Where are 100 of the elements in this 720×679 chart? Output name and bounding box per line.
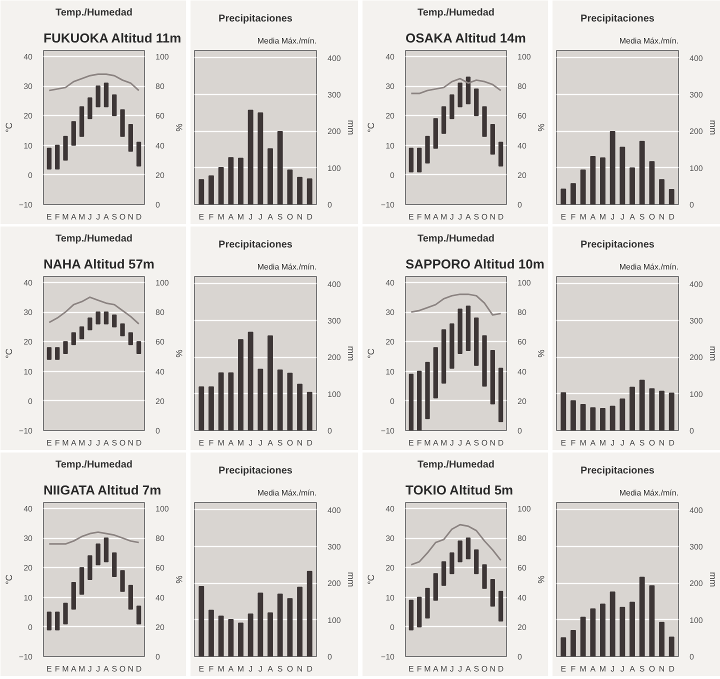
chart-title: Precipitaciones xyxy=(218,466,293,476)
bar xyxy=(560,392,566,430)
x-tick-label: M xyxy=(599,438,606,448)
bar xyxy=(441,561,446,586)
chart-title: FUKUOKA Altitud 11m xyxy=(44,30,182,46)
bar xyxy=(55,144,60,170)
x-tick-label: S xyxy=(474,664,480,674)
bar xyxy=(600,408,606,430)
bar xyxy=(425,588,430,618)
bar xyxy=(112,94,117,116)
bar xyxy=(128,124,133,152)
line-series xyxy=(48,296,140,325)
x-tick-label: O xyxy=(119,438,126,448)
x-tick-label: J xyxy=(610,438,615,448)
x-tick-label: M xyxy=(62,212,70,222)
x-tick-label: A xyxy=(104,438,110,448)
y-tick-label: 100 xyxy=(328,390,342,399)
chart-subtitle: Temp./Humedad xyxy=(55,460,133,470)
y-tick-label: 100 xyxy=(690,390,704,399)
x-tick-label: S xyxy=(474,212,480,222)
bar xyxy=(46,347,52,360)
bar xyxy=(277,131,283,204)
bar xyxy=(238,158,244,204)
y-tick-label: 30 xyxy=(386,82,396,92)
bar xyxy=(560,188,566,204)
y-tick-label: 0 xyxy=(328,200,332,210)
bar xyxy=(104,538,109,562)
x-tick-label: F xyxy=(416,664,422,674)
bar xyxy=(560,637,566,656)
x-tick-label: M xyxy=(580,438,587,448)
x-tick-label: E xyxy=(560,212,566,222)
x-tick-label: J xyxy=(620,438,624,448)
bar xyxy=(417,148,422,172)
bar xyxy=(128,584,133,610)
x-tick-label: D xyxy=(668,664,675,674)
x-tick-label: O xyxy=(648,212,656,222)
y-tick-label: 40 xyxy=(386,52,396,62)
x-tick-label: D xyxy=(498,212,504,222)
x-tick-label: M xyxy=(78,438,86,448)
x-tick-label: M xyxy=(424,664,432,674)
bar xyxy=(433,347,438,398)
bar xyxy=(649,388,655,430)
x-tick-label: A xyxy=(70,212,77,222)
bar xyxy=(620,146,626,204)
bar xyxy=(297,384,302,430)
bar xyxy=(450,552,454,574)
y2-tick-label: 20 xyxy=(518,170,527,180)
y-tick-label: 400 xyxy=(690,506,704,515)
x-tick-label: M xyxy=(599,664,606,674)
bar xyxy=(297,586,302,656)
x-tick-label: S xyxy=(639,212,645,222)
x-tick-label: E xyxy=(408,212,414,222)
bar xyxy=(218,372,224,430)
y-tick-label: 40 xyxy=(24,504,34,514)
y2-tick-label: 100 xyxy=(156,278,170,288)
x-tick-label: O xyxy=(286,212,294,222)
x-tick-label: S xyxy=(277,212,283,222)
bar xyxy=(490,350,495,404)
line-series xyxy=(48,73,140,92)
line-series xyxy=(48,531,140,545)
bar xyxy=(610,406,616,430)
bar xyxy=(441,106,446,134)
bar xyxy=(417,596,422,628)
x-tick-label: E xyxy=(198,664,204,674)
x-tick-label: O xyxy=(286,664,294,674)
y2-tick-label: 60 xyxy=(518,338,527,347)
y-tick-label: 10 xyxy=(24,593,34,602)
chart-subtitle: Temp./Humedad xyxy=(417,234,495,244)
bar xyxy=(474,88,479,116)
bar xyxy=(120,570,125,592)
bar xyxy=(408,148,414,172)
x-tick-label: M xyxy=(237,438,244,448)
bar xyxy=(490,579,495,607)
bar xyxy=(570,183,576,204)
x-tick-label: N xyxy=(296,212,303,222)
x-tick-label: M xyxy=(599,212,606,222)
y-axis-title: °C xyxy=(366,574,376,585)
y-tick-label: 10 xyxy=(386,141,396,150)
y-tick-label: 0 xyxy=(690,426,694,436)
y2-tick-label: 60 xyxy=(518,112,527,121)
y-axis-title: mm xyxy=(346,572,356,588)
bar xyxy=(474,317,479,366)
x-tick-label: F xyxy=(54,212,60,222)
y-tick-label: 200 xyxy=(690,127,704,136)
x-tick-label: A xyxy=(590,438,596,448)
x-tick-label: D xyxy=(668,438,675,448)
x-tick-label: A xyxy=(268,212,274,222)
y-tick-label: 100 xyxy=(690,616,704,625)
y-tick-label: 0 xyxy=(390,396,396,406)
bar xyxy=(580,404,586,430)
bar xyxy=(287,372,293,430)
x-tick-label: M xyxy=(218,438,225,448)
y-tick-label: 40 xyxy=(386,278,396,288)
y2-tick-label: 40 xyxy=(518,367,527,376)
bar xyxy=(498,590,504,622)
x-tick-label: E xyxy=(46,212,52,222)
bar xyxy=(482,564,487,589)
x-tick-label: M xyxy=(62,664,70,674)
bar xyxy=(570,400,576,430)
x-tick-label: J xyxy=(610,664,615,674)
